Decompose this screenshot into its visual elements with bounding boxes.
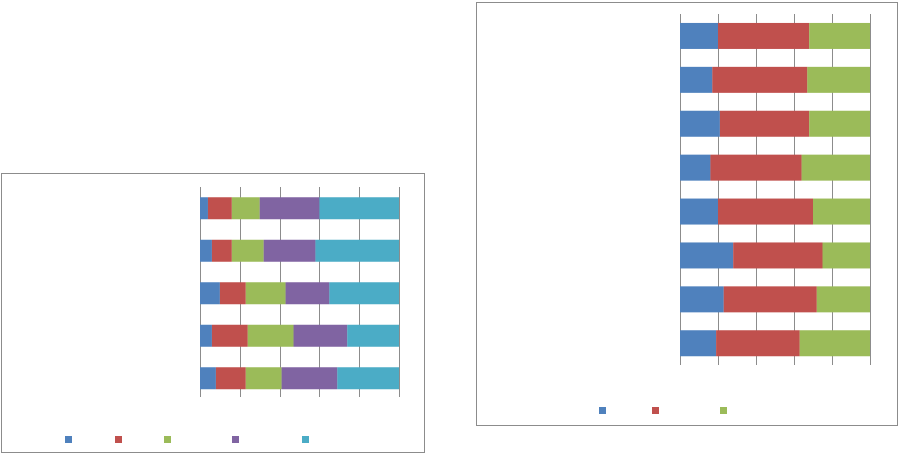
- bar-segment-row8-series2: [716, 330, 800, 357]
- bar-segment-row6-series3: [822, 242, 870, 269]
- bar-segment-row4-series2: [211, 324, 248, 347]
- bar-segment-row8-series3: [799, 330, 870, 357]
- bar-segment-row7-series1: [680, 286, 724, 313]
- bar-segment-row5-series1: [680, 198, 718, 225]
- bar-segment-row1-series1: [680, 22, 718, 49]
- bar-segment-row2-series2: [712, 66, 808, 93]
- legend-swatch-series3: [164, 436, 171, 443]
- legend-swatch-series1: [65, 436, 72, 443]
- bar-segment-row5-series2: [718, 198, 813, 225]
- bar-segment-row4-series4: [293, 324, 348, 347]
- bar-segment-row1-series4: [259, 197, 320, 220]
- chart-frame: [1, 173, 425, 453]
- legend-swatch-series2: [652, 407, 659, 414]
- legend-swatch-series5: [302, 436, 309, 443]
- bar-segment-row2-series5: [315, 239, 399, 262]
- bar-segment-row5-series4: [281, 367, 338, 390]
- bar-segment-row4-series3: [247, 324, 294, 347]
- bar-segment-row2-series4: [263, 239, 316, 262]
- bar-segment-row2-series1: [200, 239, 212, 262]
- bar-segment-row1-series3: [809, 22, 870, 49]
- bar-segment-row5-series2: [215, 367, 246, 390]
- bar-segment-row4-series3: [801, 154, 870, 181]
- bar-segment-row8-series1: [680, 330, 717, 357]
- bar-segment-row6-series2: [733, 242, 823, 269]
- bar-segment-row3-series3: [809, 110, 870, 137]
- bar-segment-row1-series5: [319, 197, 399, 220]
- legend-swatch-series2: [115, 436, 122, 443]
- bar-segment-row7-series3: [816, 286, 870, 313]
- bar-segment-row3-series2: [219, 282, 246, 305]
- bar-segment-row3-series1: [680, 110, 720, 137]
- bar-segment-row3-series5: [329, 282, 399, 305]
- stacked-bar-chart-right: [476, 2, 898, 426]
- bar-segment-row1-series2: [718, 22, 810, 49]
- bar-segment-row5-series3: [813, 198, 870, 225]
- bar-segment-row5-series5: [337, 367, 399, 390]
- bar-segment-row4-series2: [710, 154, 802, 181]
- bar-segment-row7-series2: [723, 286, 817, 313]
- bar-segment-row3-series3: [245, 282, 286, 305]
- bar-segment-row6-series1: [680, 242, 734, 269]
- bar-segment-row4-series1: [200, 324, 212, 347]
- stacked-bar-chart-left: [1, 173, 425, 453]
- bar-segment-row1-series3: [231, 197, 260, 220]
- bar-segment-row3-series1: [200, 282, 220, 305]
- bar-segment-row4-series5: [347, 324, 399, 347]
- bar-segment-row4-series1: [680, 154, 711, 181]
- bar-segment-row2-series2: [211, 239, 232, 262]
- bar-segment-row3-series2: [719, 110, 810, 137]
- bar-segment-row5-series1: [200, 367, 216, 390]
- bar-segment-row2-series3: [231, 239, 264, 262]
- legend-swatch-series4: [232, 436, 239, 443]
- legend-swatch-series1: [599, 407, 606, 414]
- bar-segment-row1-series2: [207, 197, 232, 220]
- bar-segment-row2-series1: [680, 66, 713, 93]
- bar-segment-row3-series4: [285, 282, 330, 305]
- legend-swatch-series3: [720, 407, 727, 414]
- bar-segment-row1-series1: [200, 197, 208, 220]
- bar-segment-row2-series3: [807, 66, 870, 93]
- bar-segment-row5-series3: [245, 367, 282, 390]
